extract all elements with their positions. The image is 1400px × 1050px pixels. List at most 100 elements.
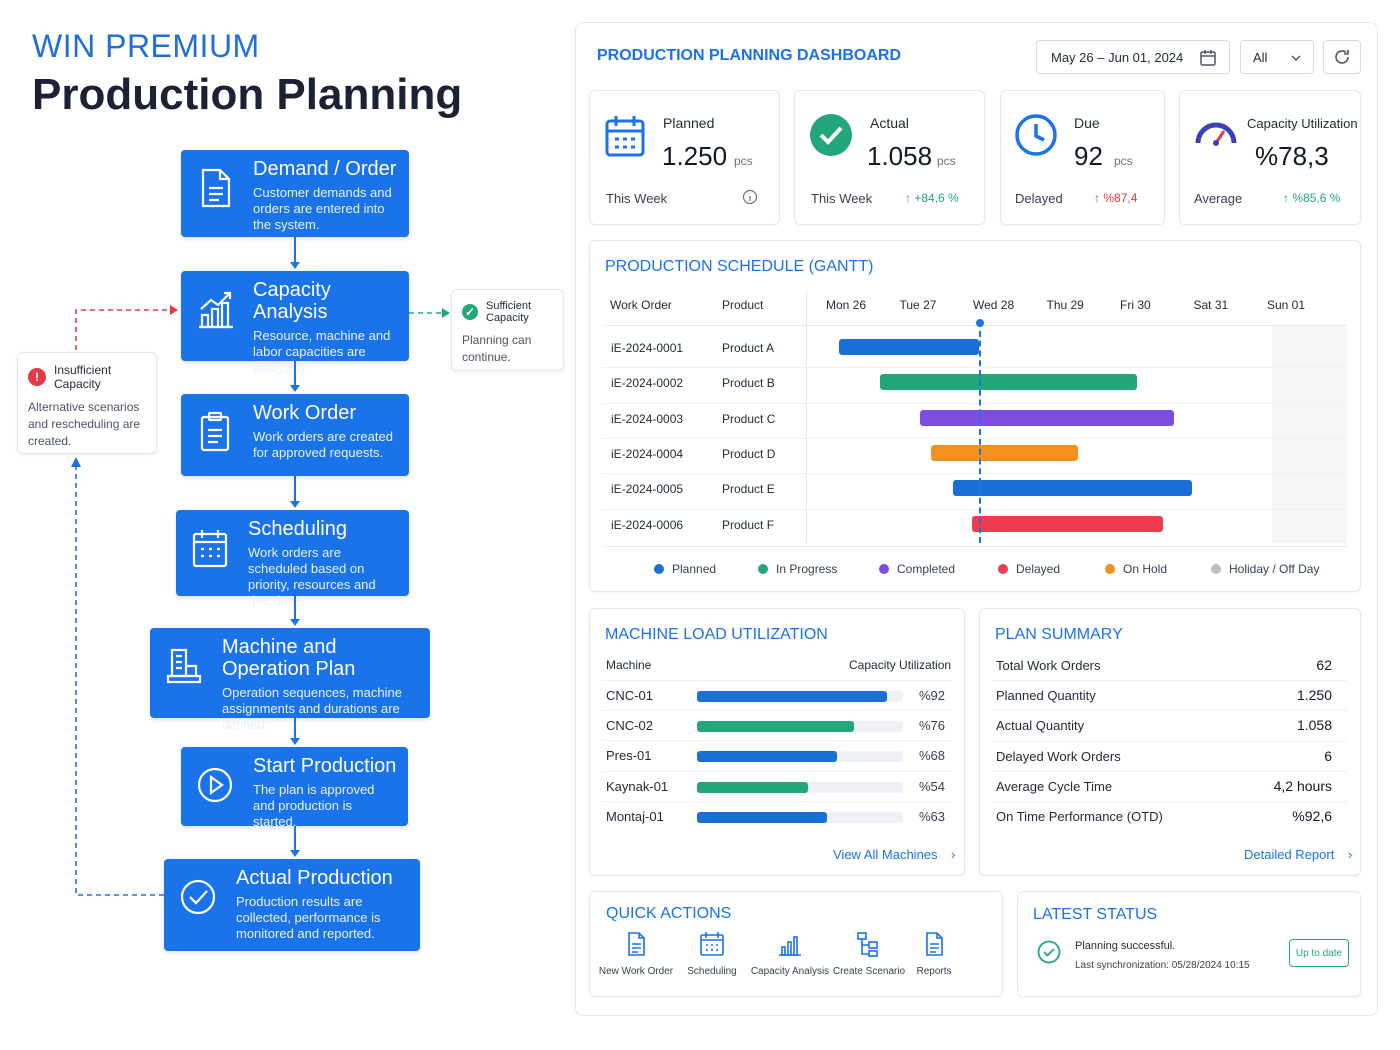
note-desc: Alternative scenarios and rescheduling a… (28, 400, 141, 448)
date-range-picker[interactable]: May 26 – Jun 01, 2024 (1036, 40, 1230, 74)
gantt-row-divider (602, 508, 1347, 510)
hierarchy-icon (857, 932, 878, 957)
legend-dot (998, 564, 1008, 574)
action-label: Reports (916, 966, 952, 977)
summary-label: Actual Quantity (996, 718, 1085, 734)
summary-label: On Time Performance (OTD) (996, 809, 1163, 824)
gantt-work-order[interactable]: iE-2024-0003 (611, 411, 684, 426)
create-scenario-action[interactable]: Create Scenario (829, 930, 909, 977)
summary-value: 1.058 (1296, 717, 1332, 734)
gantt-product: Product E (722, 482, 775, 497)
filter-value: All (1253, 49, 1268, 65)
kpi-value: 1.058 (867, 141, 933, 171)
gantt-work-order[interactable]: iE-2024-0006 (611, 517, 684, 532)
flow-step-scheduling[interactable]: Scheduling Work orders are scheduled bas… (176, 510, 409, 608)
kpi-label: Due (1074, 115, 1100, 131)
kpi-footnote: Average (1194, 191, 1243, 206)
step-title: Actual Production (236, 867, 393, 889)
scheduling-action[interactable]: Scheduling (672, 930, 752, 977)
machine-util-track (697, 691, 903, 702)
summary-label: Planned Quantity (996, 688, 1096, 704)
view-all-machines-link[interactable]: View All Machines › (833, 847, 956, 862)
gantt-product: Product B (722, 376, 775, 391)
gantt-bar[interactable] (971, 515, 1163, 532)
new-work-order-action[interactable]: New Work Order (596, 930, 676, 977)
arrow-down-icon (290, 385, 300, 392)
link-label: View All Machines (833, 847, 938, 862)
gantt-work-order[interactable]: iE-2024-0002 (611, 376, 684, 391)
gantt-row-divider (602, 473, 1347, 475)
flow-step-work-order[interactable]: Work Order Work orders are created for a… (181, 394, 409, 476)
refresh-icon (1335, 50, 1349, 64)
flow-step-machine-operation-plan[interactable]: Machine and Operation Plan Operation seq… (150, 628, 430, 732)
machine-util-track (697, 811, 903, 823)
calendar-icon (1200, 50, 1216, 66)
quick-actions-title: QUICK ACTIONS (606, 905, 732, 922)
step-desc: Customer demands and orders are entered … (253, 185, 392, 232)
gantt-col-work-order: Work Order (610, 298, 672, 312)
gantt-today-marker (979, 321, 981, 543)
capacity-analysis-action[interactable]: Capacity Analysis (750, 930, 830, 977)
summary-value: 6 (1324, 747, 1332, 764)
summary-row-divider (992, 801, 1347, 802)
gantt-footer-divider (602, 546, 1347, 547)
calendar-icon (190, 526, 230, 570)
gantt-day-label: Thu 29 (1046, 298, 1084, 312)
gantt-bar[interactable] (953, 480, 1193, 497)
document-icon (195, 166, 235, 210)
flow-dashed-connectors (71, 305, 450, 896)
brand-name: WIN PREMIUM (32, 28, 260, 64)
gantt-work-order[interactable]: iE-2024-0001 (611, 341, 684, 355)
legend-label: Completed (897, 562, 956, 576)
gantt-day-label: Sun 01 (1267, 298, 1306, 312)
up-to-date-badge: Up to date (1289, 939, 1349, 967)
legend-dot (1105, 564, 1115, 574)
gantt-bar[interactable] (879, 374, 1138, 391)
gantt-col-product: Product (722, 298, 764, 312)
page-title: Production Planning (32, 70, 463, 119)
step-desc: Production results are collected, perfor… (236, 894, 381, 941)
machine-util-track (697, 751, 903, 763)
utilization-col-header: Capacity Utilization (849, 658, 952, 672)
alert-icon: ! (28, 368, 46, 386)
gantt-work-order[interactable]: iE-2024-0005 (611, 482, 684, 497)
gantt-bar[interactable] (920, 409, 1174, 426)
flow-step-start-production[interactable]: Start Production The plan is approved an… (181, 747, 408, 829)
flow-step-actual-production[interactable]: Actual Production Production results are… (164, 859, 420, 951)
status-message: Planning successful. (1075, 940, 1176, 952)
machine-util-track (697, 781, 903, 793)
flow-step-demand-order[interactable]: Demand / Order Customer demands and orde… (181, 150, 409, 237)
legend-item: In Progress (758, 562, 837, 576)
kpi-delta: ↑ %87,4 (1094, 191, 1137, 205)
date-range-value: May 26 – Jun 01, 2024 (1051, 49, 1184, 65)
step-desc: The plan is approved and production is s… (253, 782, 375, 829)
machine-row-divider (602, 680, 952, 681)
kpi-card-due: Due 92 pcs Delayed ↑ %87,4 (1000, 90, 1165, 225)
step-desc: Work orders are created for approved req… (253, 429, 393, 460)
detailed-report-link[interactable]: Detailed Report › (1244, 847, 1352, 862)
arrow-up-icon: ↑ (905, 191, 911, 205)
gantt-work-order[interactable]: iE-2024-0004 (611, 446, 684, 461)
kpi-delta: ↑ +84,6 % (905, 191, 959, 205)
play-icon (195, 763, 235, 807)
machine-name: Pres-01 (606, 748, 652, 764)
info-icon[interactable] (742, 189, 758, 205)
gantt-bar[interactable] (931, 444, 1079, 461)
gantt-bar[interactable] (839, 339, 979, 355)
filter-select[interactable]: All (1240, 40, 1314, 74)
check-circle-icon (178, 875, 218, 919)
machine-row-divider (602, 740, 952, 742)
step-title: Capacity Analysis (253, 279, 331, 323)
step-title: Work Order (253, 402, 356, 424)
reports-action[interactable]: Reports (894, 930, 974, 977)
machine-util-track (697, 721, 903, 733)
machine-name: CNC-01 (606, 688, 653, 703)
sufficient-capacity-note: ✓ Sufficient Capacity Planning can conti… (451, 289, 564, 371)
summary-label: Average Cycle Time (996, 778, 1113, 794)
kpi-label: Capacity Utilization (1247, 116, 1358, 131)
refresh-button[interactable] (1323, 40, 1361, 74)
connector-line (294, 361, 296, 387)
gantt-title: PRODUCTION SCHEDULE (GANTT) (605, 258, 874, 275)
machine-row-divider (602, 770, 952, 772)
legend-dot (1211, 564, 1221, 574)
